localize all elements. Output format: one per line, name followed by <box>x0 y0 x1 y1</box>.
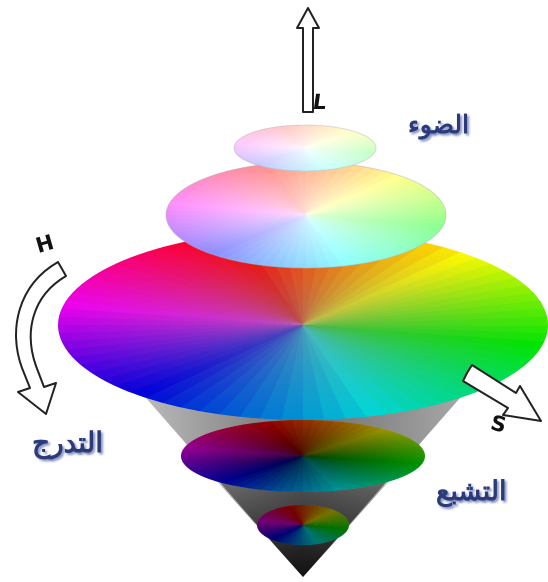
hue-label: التدرج <box>32 426 103 459</box>
saturation-label: التشبع <box>436 476 506 507</box>
lightness-label: الضوء <box>408 110 469 139</box>
hue-rotation-arrow-icon <box>16 262 66 414</box>
